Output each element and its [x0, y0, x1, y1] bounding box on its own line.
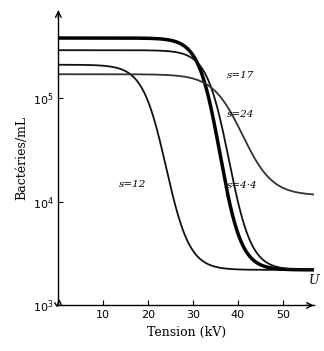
Text: U: U — [309, 274, 319, 287]
Text: s=12: s=12 — [119, 180, 146, 188]
X-axis label: Tension (kV): Tension (kV) — [147, 326, 226, 339]
Y-axis label: Bactéries/mL: Bactéries/mL — [16, 116, 29, 200]
Text: s=17: s=17 — [227, 71, 254, 80]
Text: s=4·4: s=4·4 — [227, 181, 257, 190]
Text: s=24: s=24 — [227, 111, 254, 119]
